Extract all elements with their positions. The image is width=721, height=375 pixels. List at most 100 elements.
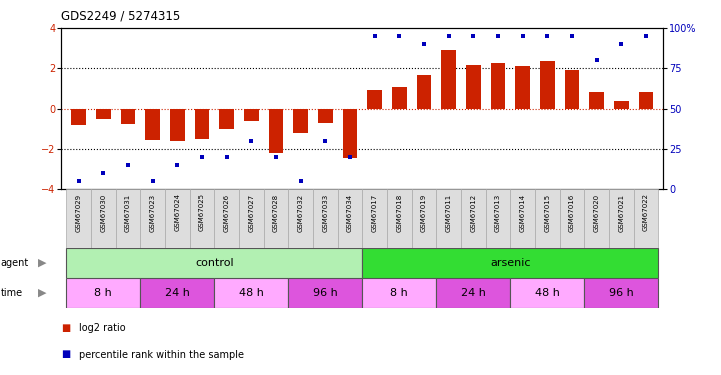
Bar bbox=[337, 189, 363, 248]
Bar bbox=[461, 189, 486, 248]
Bar bbox=[66, 248, 363, 278]
Bar bbox=[96, 109, 110, 119]
Bar bbox=[417, 75, 431, 109]
Text: control: control bbox=[195, 258, 234, 267]
Bar bbox=[145, 109, 160, 140]
Text: GSM67023: GSM67023 bbox=[149, 194, 156, 232]
Text: GSM67016: GSM67016 bbox=[569, 194, 575, 232]
Text: GSM67017: GSM67017 bbox=[371, 194, 378, 232]
Bar bbox=[412, 189, 436, 248]
Bar bbox=[535, 189, 559, 248]
Text: log2 ratio: log2 ratio bbox=[79, 323, 126, 333]
Point bbox=[319, 138, 331, 144]
Bar bbox=[268, 109, 283, 153]
Text: ■: ■ bbox=[61, 350, 71, 360]
Bar bbox=[466, 65, 481, 109]
Text: GSM67029: GSM67029 bbox=[76, 194, 81, 232]
Text: 48 h: 48 h bbox=[239, 288, 264, 298]
Bar bbox=[195, 109, 209, 139]
Bar bbox=[436, 278, 510, 308]
Text: 24 h: 24 h bbox=[461, 288, 486, 298]
Text: GSM67030: GSM67030 bbox=[100, 194, 106, 232]
Bar bbox=[288, 278, 363, 308]
Text: GSM67032: GSM67032 bbox=[298, 194, 304, 232]
Text: GDS2249 / 5274315: GDS2249 / 5274315 bbox=[61, 9, 180, 22]
Point bbox=[566, 33, 578, 39]
Bar bbox=[66, 189, 91, 248]
Bar bbox=[219, 109, 234, 129]
Bar bbox=[264, 189, 288, 248]
Point bbox=[616, 41, 627, 47]
Point bbox=[172, 162, 183, 168]
Bar bbox=[634, 189, 658, 248]
Text: GSM67026: GSM67026 bbox=[224, 194, 229, 232]
Bar bbox=[559, 189, 584, 248]
Point bbox=[517, 33, 528, 39]
Bar bbox=[392, 87, 407, 109]
Bar bbox=[363, 189, 387, 248]
Text: GSM67024: GSM67024 bbox=[174, 194, 180, 231]
Bar bbox=[313, 189, 337, 248]
Bar bbox=[490, 63, 505, 109]
Point bbox=[369, 33, 381, 39]
Text: GSM67019: GSM67019 bbox=[421, 194, 427, 232]
Bar bbox=[363, 248, 658, 278]
Text: ▶: ▶ bbox=[37, 288, 46, 298]
Text: GSM67033: GSM67033 bbox=[322, 194, 328, 232]
Text: 24 h: 24 h bbox=[165, 288, 190, 298]
Bar bbox=[342, 109, 358, 158]
Bar bbox=[293, 109, 308, 133]
Point bbox=[394, 33, 405, 39]
Point bbox=[221, 154, 232, 160]
Point bbox=[147, 178, 159, 184]
Bar bbox=[387, 189, 412, 248]
Bar bbox=[141, 189, 165, 248]
Text: 96 h: 96 h bbox=[313, 288, 337, 298]
Point bbox=[270, 154, 282, 160]
Text: GSM67034: GSM67034 bbox=[347, 194, 353, 232]
Bar bbox=[170, 109, 185, 141]
Point bbox=[492, 33, 504, 39]
Text: 96 h: 96 h bbox=[609, 288, 634, 298]
Text: GSM67025: GSM67025 bbox=[199, 194, 205, 231]
Point bbox=[295, 178, 306, 184]
Text: GSM67012: GSM67012 bbox=[470, 194, 477, 232]
Text: ▶: ▶ bbox=[37, 258, 46, 267]
Bar bbox=[91, 189, 115, 248]
Bar bbox=[141, 278, 214, 308]
Text: 8 h: 8 h bbox=[94, 288, 112, 298]
Bar bbox=[584, 278, 658, 308]
Bar bbox=[244, 109, 259, 121]
Bar bbox=[565, 70, 580, 109]
Text: GSM67021: GSM67021 bbox=[619, 194, 624, 232]
Bar bbox=[510, 189, 535, 248]
Bar bbox=[120, 109, 136, 124]
Point bbox=[418, 41, 430, 47]
Bar bbox=[367, 90, 382, 109]
Text: GSM67027: GSM67027 bbox=[248, 194, 255, 232]
Text: GSM67020: GSM67020 bbox=[593, 194, 600, 232]
Bar bbox=[436, 189, 461, 248]
Bar bbox=[510, 278, 584, 308]
Bar bbox=[214, 189, 239, 248]
Bar bbox=[589, 92, 604, 109]
Text: time: time bbox=[1, 288, 23, 298]
Point bbox=[122, 162, 133, 168]
Bar bbox=[190, 189, 214, 248]
Text: GSM67018: GSM67018 bbox=[397, 194, 402, 232]
Bar bbox=[609, 189, 634, 248]
Text: GSM67011: GSM67011 bbox=[446, 194, 451, 232]
Text: ■: ■ bbox=[61, 323, 71, 333]
Point bbox=[443, 33, 454, 39]
Point bbox=[73, 178, 84, 184]
Text: GSM67031: GSM67031 bbox=[125, 194, 131, 232]
Point bbox=[591, 57, 603, 63]
Bar bbox=[516, 66, 530, 109]
Point bbox=[640, 33, 652, 39]
Bar bbox=[540, 62, 554, 109]
Point bbox=[196, 154, 208, 160]
Text: percentile rank within the sample: percentile rank within the sample bbox=[79, 350, 244, 360]
Text: agent: agent bbox=[1, 258, 29, 267]
Text: GSM67015: GSM67015 bbox=[544, 194, 550, 232]
Bar bbox=[441, 50, 456, 109]
